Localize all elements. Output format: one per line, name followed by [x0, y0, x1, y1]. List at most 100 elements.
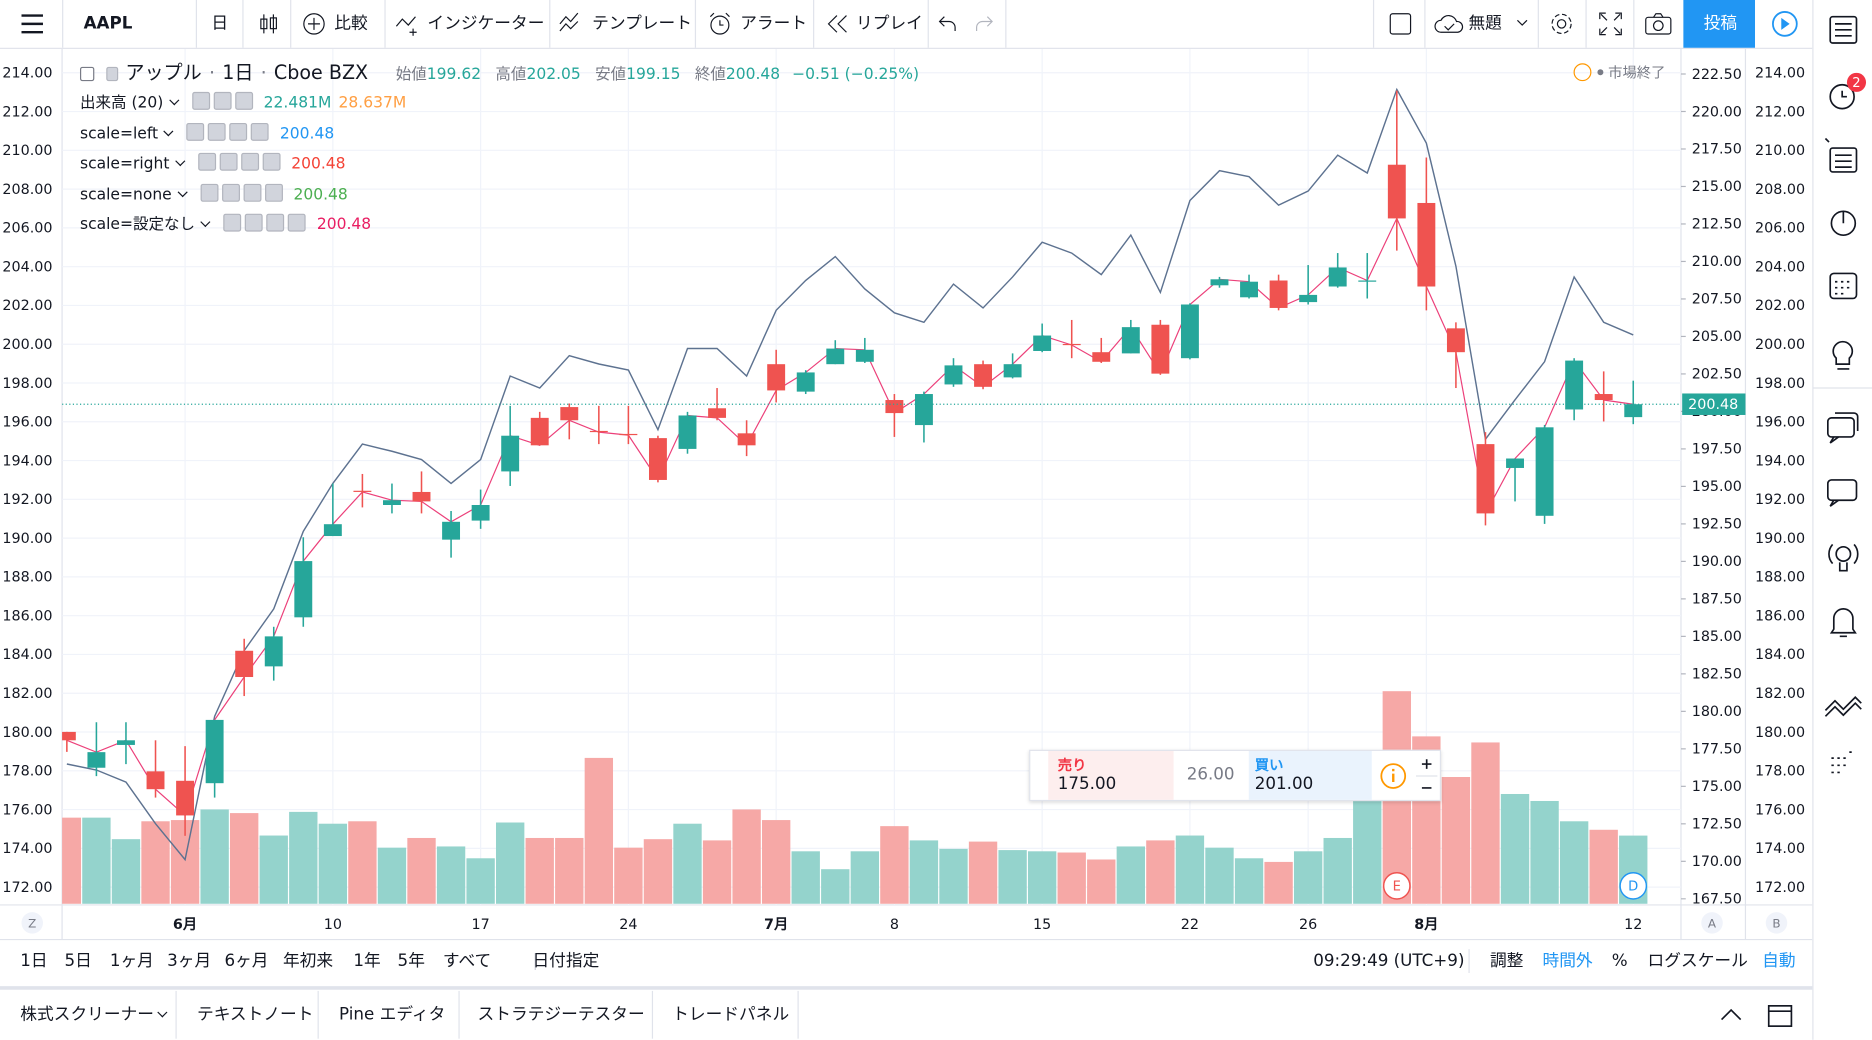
- compare[interactable]: 比較: [334, 14, 368, 34]
- chart-type-icon[interactable]: [257, 12, 281, 36]
- redo-icon[interactable]: [973, 14, 994, 33]
- range-button[interactable]: 6ヶ月: [224, 951, 269, 971]
- chats-icon[interactable]: [1826, 412, 1859, 444]
- buy-button[interactable]: 買い 201.00: [1248, 750, 1372, 800]
- y-tick-label: 180.00: [1755, 725, 1805, 741]
- panel-tab[interactable]: トレードパネル: [672, 1005, 790, 1025]
- indicator-control[interactable]: [223, 213, 242, 232]
- indicator-control[interactable]: [208, 122, 227, 141]
- cloud-icon[interactable]: [1434, 13, 1465, 34]
- collapse-panel[interactable]: [1719, 1006, 1743, 1023]
- settings-icon[interactable]: [1548, 11, 1574, 37]
- replay-icon[interactable]: [826, 13, 850, 34]
- chat-icon[interactable]: [1826, 479, 1858, 507]
- compare-icon[interactable]: [302, 12, 326, 36]
- indicators[interactable]: インジケーター: [427, 14, 545, 34]
- snapshot-icon[interactable]: [1644, 12, 1673, 36]
- alert[interactable]: アラート: [740, 14, 808, 34]
- templates[interactable]: テンプレート: [592, 14, 692, 34]
- indicator-control[interactable]: [229, 122, 248, 141]
- indicator-control[interactable]: [219, 152, 238, 171]
- hotlist-icon[interactable]: [1830, 210, 1857, 237]
- option-button[interactable]: 時間外: [1542, 951, 1593, 971]
- publish-button[interactable]: 投稿: [1683, 0, 1756, 48]
- indicator-control[interactable]: [243, 183, 262, 202]
- goto-date[interactable]: 日付指定: [532, 951, 600, 971]
- indicator-control[interactable]: [186, 122, 205, 141]
- templates-icon[interactable]: [559, 12, 588, 36]
- watchlist-icon[interactable]: [1829, 15, 1858, 44]
- event-marker[interactable]: [1619, 872, 1648, 900]
- indicator-control[interactable]: [264, 183, 283, 202]
- indicator-control[interactable]: [234, 91, 253, 110]
- range-button[interactable]: 1日: [20, 951, 48, 971]
- layout-name[interactable]: 無題: [1468, 14, 1502, 34]
- alerts-icon[interactable]: [1829, 83, 1855, 110]
- indicator-control[interactable]: [198, 152, 217, 171]
- range-button[interactable]: すべて: [442, 951, 492, 971]
- flag-icon[interactable]: [106, 66, 119, 82]
- symbol-name: アップル: [125, 60, 202, 84]
- indicator-name[interactable]: scale=設定なし: [79, 216, 196, 235]
- indicator-control[interactable]: [221, 183, 240, 202]
- exchange[interactable]: Cboe BZX: [273, 60, 369, 84]
- range-button[interactable]: 5年: [397, 951, 425, 971]
- indicator-control[interactable]: [192, 91, 210, 110]
- y2-tick-label: 167.50: [1692, 892, 1742, 908]
- notifications-icon[interactable]: [1829, 608, 1857, 638]
- trading-icon[interactable]: [1824, 696, 1862, 717]
- undo-icon[interactable]: [937, 14, 958, 33]
- collapse-icon[interactable]: [79, 66, 95, 82]
- indicator-control[interactable]: [262, 152, 281, 171]
- chevron[interactable]: [1516, 19, 1528, 29]
- data-window-icon[interactable]: [1824, 137, 1858, 173]
- indicator-name[interactable]: scale=right: [79, 155, 170, 174]
- publish[interactable]: 投稿: [1703, 14, 1738, 34]
- indicator-name[interactable]: scale=left: [79, 124, 159, 143]
- option-button[interactable]: ログスケール: [1647, 951, 1748, 971]
- replay[interactable]: リプレイ: [856, 14, 923, 34]
- symbol[interactable]: AAPL: [83, 14, 133, 34]
- range-button[interactable]: 1年: [353, 951, 381, 971]
- panel-tab[interactable]: テキストノート: [196, 1005, 314, 1025]
- layout-icon[interactable]: [1388, 12, 1412, 36]
- indicator-name[interactable]: scale=none: [79, 185, 172, 204]
- info-icon[interactable]: [1379, 762, 1408, 791]
- dots-icon[interactable]: [1831, 751, 1852, 774]
- indicator-control[interactable]: [288, 213, 307, 232]
- indicator-control[interactable]: [266, 213, 285, 232]
- indicator-control[interactable]: [245, 213, 264, 232]
- streams-icon[interactable]: [1828, 543, 1859, 572]
- panel-tab[interactable]: ストラテジーテスター: [477, 1005, 645, 1025]
- y2-tick-label: 175.00: [1692, 779, 1742, 795]
- option-button[interactable]: 自動: [1762, 951, 1796, 971]
- ideas-icon[interactable]: [1832, 340, 1854, 370]
- range-button[interactable]: 3ヶ月: [167, 951, 212, 971]
- qty-buttons[interactable]: [1415, 753, 1438, 798]
- indicator-control[interactable]: [251, 122, 270, 141]
- interval[interactable]: 日: [211, 14, 229, 34]
- option-button[interactable]: %: [1611, 951, 1628, 971]
- range-button[interactable]: 5日: [64, 951, 92, 971]
- axis-button[interactable]: [1765, 912, 1788, 934]
- range-button[interactable]: 1ヶ月: [109, 951, 154, 971]
- indicator-control[interactable]: [213, 91, 232, 110]
- menu-icon[interactable]: [20, 13, 44, 34]
- sell-button[interactable]: 売り 175.00: [1048, 750, 1174, 800]
- indicator-control[interactable]: [200, 183, 219, 202]
- axis-button[interactable]: [1701, 912, 1723, 934]
- panel-tab[interactable]: Pine エディタ: [339, 1005, 446, 1025]
- axis-button[interactable]: [21, 912, 43, 934]
- event-marker[interactable]: [1382, 872, 1411, 900]
- range-button[interactable]: 年初来: [282, 951, 334, 971]
- maximize-panel[interactable]: [1767, 1004, 1793, 1028]
- fullscreen-icon[interactable]: [1599, 12, 1623, 36]
- indicator-control[interactable]: [241, 152, 259, 171]
- option-button[interactable]: 調整: [1489, 951, 1524, 971]
- calendar-icon[interactable]: [1829, 272, 1858, 300]
- indicators-icon[interactable]: [395, 12, 424, 36]
- play-button[interactable]: [1769, 10, 1800, 39]
- alert-icon[interactable]: [707, 12, 733, 36]
- panel-tab[interactable]: 株式スクリーナー: [20, 1005, 155, 1025]
- indicator-name[interactable]: 出来高 (20): [79, 94, 164, 113]
